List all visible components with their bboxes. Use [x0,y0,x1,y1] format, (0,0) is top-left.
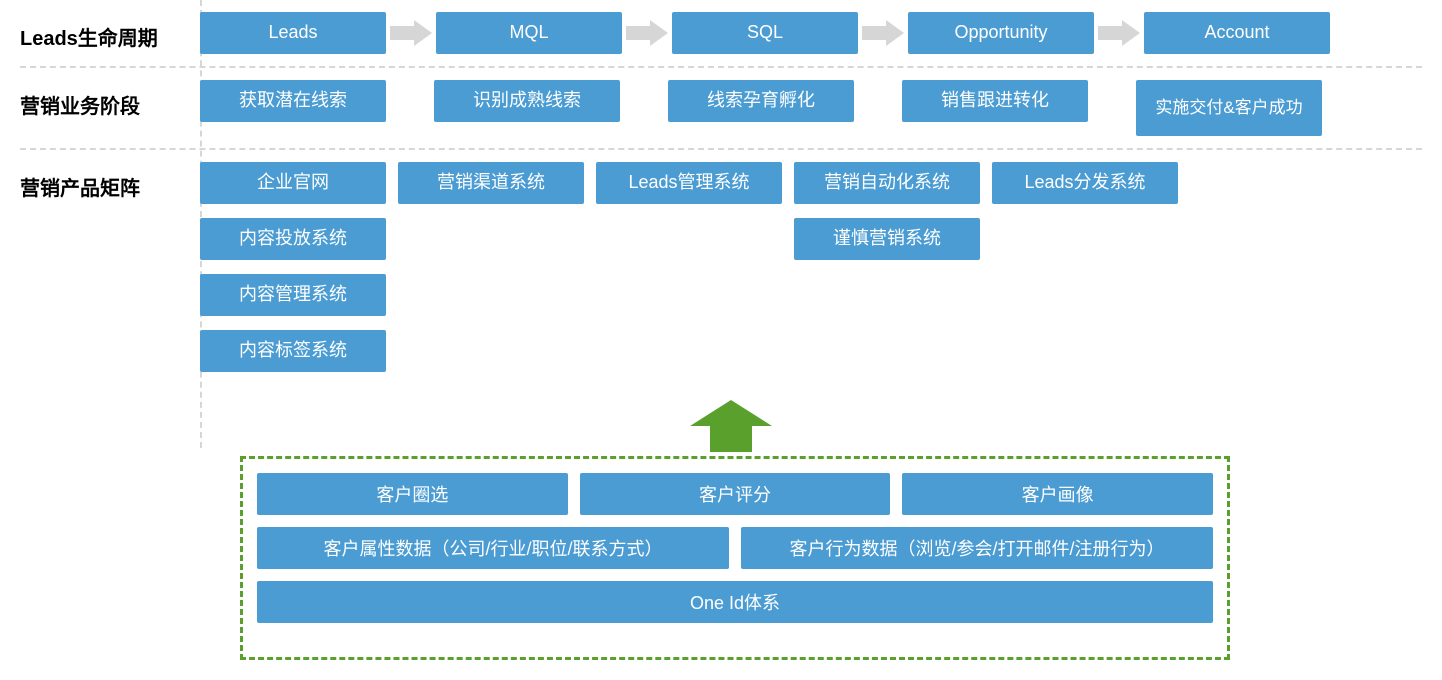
lifecycle-stage-mql: MQL [436,12,622,54]
foundation-item: 客户属性数据（公司/行业/职位/联系方式） [257,527,729,569]
foundation-row-1: 客户圈选 客户评分 客户画像 [257,473,1213,515]
matrix-grid: 企业官网营销渠道系统 Leads管理系统营销自动化系统 Leads分发系统内容投放系… [200,162,1422,372]
lifecycle-flow: Leads MQL SQL Opportunity Account [200,12,1422,54]
foundation-container: 客户圈选 客户评分 客户画像 客户属性数据（公司/行业/职位/联系方式） 客户行… [240,456,1230,660]
lifecycle-label: Leads生命周期 [20,12,200,51]
matrix-label: 营销产品矩阵 [20,162,200,201]
arrow-icon [626,20,668,46]
matrix-row: 营销产品矩阵 企业官网营销渠道系统 Leads管理系统营销自动化系统 Leads分发… [0,150,1442,384]
arrow-icon [862,20,904,46]
arrow-icon [1098,20,1140,46]
foundation-item: 客户圈选 [257,473,568,515]
lifecycle-stage-account: Account [1144,12,1330,54]
phase-item: 销售跟进转化 [902,80,1088,122]
matrix-item: 营销渠道系统 [398,162,584,204]
matrix-item: 营销自动化系统 [794,162,980,204]
arrow-icon [390,20,432,46]
phase-item: 线索孕育孵化 [668,80,854,122]
matrix-item: Leads管理系统 [596,162,782,204]
phase-item: 识别成熟线索 [434,80,620,122]
up-arrow-icon [690,400,772,457]
lifecycle-row: Leads生命周期 Leads MQL SQL Opportunity Acco… [0,0,1442,66]
foundation-item: One Id体系 [257,581,1213,623]
matrix-item: 谨慎营销系统 [794,218,980,260]
phase-item: 实施交付&客户成功 [1136,80,1322,136]
phase-item: 获取潜在线索 [200,80,386,122]
foundation-item: 客户画像 [902,473,1213,515]
foundation-item: 客户行为数据（浏览/参会/打开邮件/注册行为） [741,527,1213,569]
matrix-item: 内容标签系统 [200,330,386,372]
lifecycle-stage-opportunity: Opportunity [908,12,1094,54]
foundation-row-2: 客户属性数据（公司/行业/职位/联系方式） 客户行为数据（浏览/参会/打开邮件/… [257,527,1213,569]
matrix-item: Leads分发系统 [992,162,1178,204]
matrix-item: 内容投放系统 [200,218,386,260]
phase-label: 营销业务阶段 [20,80,200,119]
phase-row: 营销业务阶段 获取潜在线索 识别成熟线索 线索孕育孵化 销售跟进转化 实施交付&… [0,68,1442,148]
lifecycle-stage-leads: Leads [200,12,386,54]
matrix-item: 内容管理系统 [200,274,386,316]
foundation-item: 客户评分 [580,473,891,515]
lifecycle-stage-sql: SQL [672,12,858,54]
foundation-row-3: One Id体系 [257,581,1213,623]
matrix-item: 企业官网 [200,162,386,204]
